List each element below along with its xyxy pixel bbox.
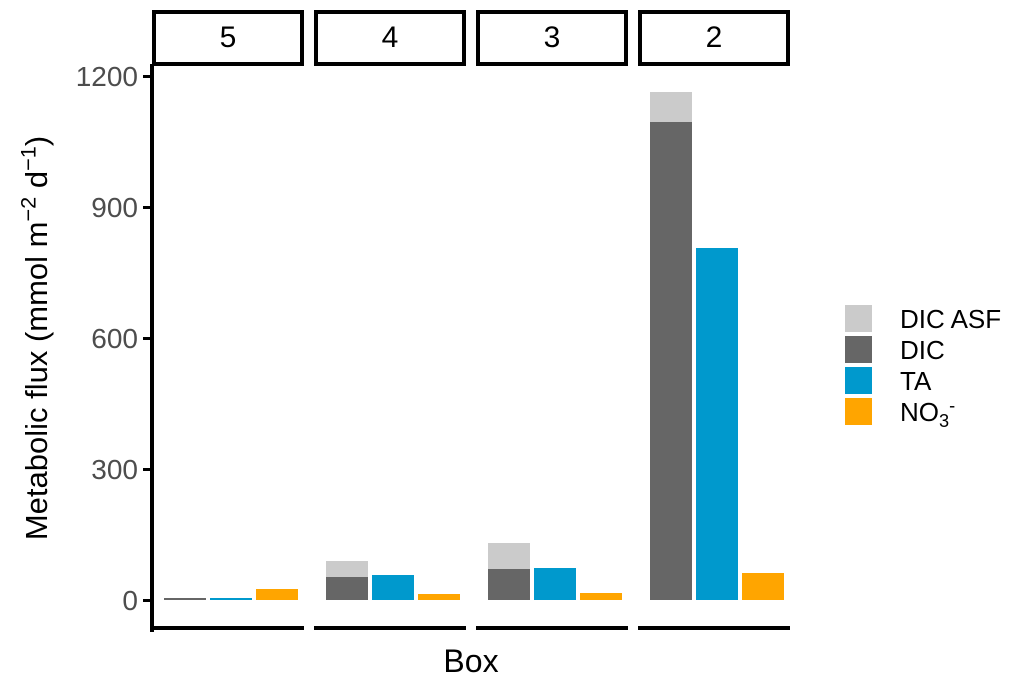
legend-item-dic-asf: DIC ASF	[845, 305, 1001, 332]
y-tick-mark	[143, 336, 152, 340]
bar-dic-facet-5	[164, 597, 206, 600]
legend-swatch-ta	[845, 367, 872, 394]
legend-swatch-dic-asf	[845, 305, 872, 332]
facet-label: 4	[381, 21, 399, 54]
x-axis-line	[152, 626, 304, 630]
y-tick-mark	[143, 598, 152, 602]
bar-no3-facet-2	[742, 572, 784, 600]
legend-swatch-no3	[845, 398, 872, 425]
y-axis-label: Metabolic flux (mmol m−2 d−1)	[15, 135, 54, 541]
legend-label-no3: NO3-	[900, 394, 956, 431]
legend-item-no3: NO3-	[845, 394, 1001, 431]
bar-ta-facet-5	[210, 597, 252, 600]
y-tick-label: 300	[91, 454, 138, 485]
bar-dic-asf-facet-4	[326, 561, 368, 577]
y-tick-label: 600	[91, 323, 138, 354]
legend-swatch-dic	[845, 336, 872, 363]
bar-no3-facet-4	[418, 593, 460, 600]
bar-no3-facet-3	[580, 593, 622, 600]
y-axis-line	[150, 64, 154, 632]
legend: DIC ASF DIC TA NO3-	[845, 305, 1001, 431]
bar-dic-asf-facet-2	[650, 92, 692, 122]
y-tick-mark	[143, 467, 152, 471]
legend-item-ta: TA	[845, 367, 1001, 394]
facet-label: 2	[705, 21, 723, 54]
y-tick-label: 900	[91, 192, 138, 223]
bar-no3-facet-5	[256, 589, 298, 600]
y-tick-mark	[143, 74, 152, 78]
facet-header-4: 4	[314, 10, 466, 66]
legend-label-dic: DIC	[900, 334, 945, 365]
facet-label: 5	[219, 21, 237, 54]
facet-header-5: 5	[152, 10, 304, 66]
facet-header-2: 2	[638, 10, 790, 66]
x-axis-line	[476, 626, 628, 630]
bar-dic-asf-facet-3	[488, 543, 530, 570]
legend-label-dic-asf: DIC ASF	[900, 303, 1002, 334]
x-axis-label: Box	[443, 643, 499, 679]
bar-dic-facet-3	[488, 569, 530, 600]
bar-ta-facet-3	[534, 567, 576, 600]
x-axis-line	[314, 626, 466, 630]
bar-ta-facet-2	[696, 248, 738, 600]
bar-dic-facet-2	[650, 121, 692, 600]
y-tick-label: 1200	[75, 61, 138, 92]
legend-label-ta: TA	[900, 365, 932, 396]
y-tick-label: 0	[122, 585, 138, 616]
bar-ta-facet-4	[372, 575, 414, 600]
bar-dic-facet-4	[326, 576, 368, 600]
y-tick-mark	[143, 205, 152, 209]
legend-item-dic: DIC	[845, 336, 1001, 363]
facet-label: 3	[543, 21, 561, 54]
x-axis-line	[638, 626, 790, 630]
facet-header-3: 3	[476, 10, 628, 66]
